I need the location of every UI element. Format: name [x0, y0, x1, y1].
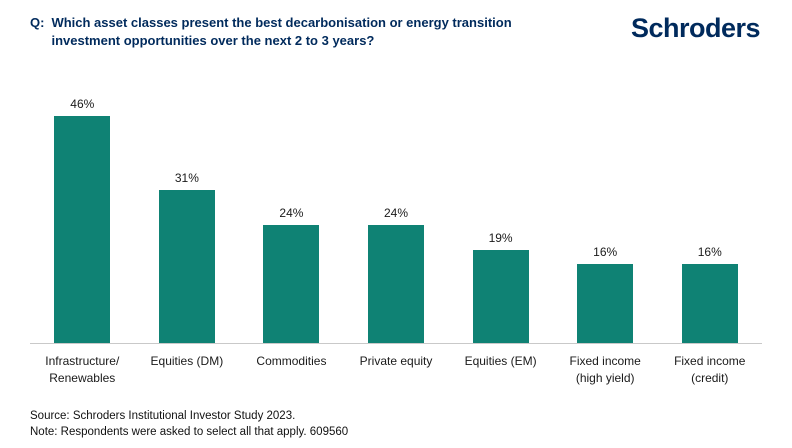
bar-value-label: 19% — [488, 230, 513, 245]
plot-area: 46% 31% 24% 24% 19% 16% 16% — [30, 96, 762, 345]
bar-column-6: 16% — [553, 96, 658, 344]
category-labels: Infrastructure/ Renewables Equities (DM) C… — [30, 344, 762, 385]
chart-question: Q: Which asset classes present the best … — [30, 14, 556, 50]
category-label-6: Fixed income (high yield) — [569, 354, 641, 385]
category-label-5: Equities (EM) — [464, 354, 537, 369]
bar-4 — [368, 224, 425, 344]
question-text: Which asset classes present the best dec… — [51, 15, 512, 49]
bar-value-label: 46% — [70, 97, 95, 112]
category-label-1: Infrastructure/ Renewables — [45, 354, 120, 385]
bar-column-3: 24% — [239, 96, 344, 344]
category-label-2: Equities (DM) — [150, 354, 224, 369]
bar-3 — [263, 224, 320, 344]
category-label-4: Private equity — [359, 354, 433, 369]
schroders-logo: Schroders — [630, 13, 761, 43]
source-note: Source: Schroders Institutional Investor… — [30, 409, 296, 422]
question-prefix: Q: — [30, 15, 45, 30]
bar-value-label: 24% — [384, 205, 409, 220]
bar-7 — [681, 264, 738, 344]
methodology-note: Note: Respondents were asked to select a… — [30, 426, 349, 439]
bar-6 — [577, 264, 634, 344]
footer: Source: Schroders Institutional Investor… — [30, 408, 762, 441]
bar-1 — [54, 116, 111, 344]
bar-column-2: 31% — [135, 96, 240, 344]
bar-value-label: 16% — [697, 245, 722, 260]
bar-column-5: 19% — [448, 96, 553, 344]
bar-value-label: 24% — [279, 205, 304, 220]
bar-value-label: 16% — [593, 245, 618, 260]
bar-column-7: 16% — [657, 96, 762, 344]
bar-column-4: 24% — [344, 96, 449, 344]
header: Q: Which asset classes present the best … — [30, 13, 762, 50]
bar-2 — [158, 190, 215, 344]
bar-chart: 46% 31% 24% 24% 19% 16% 16% Infrastructure/ Re… — [30, 96, 762, 385]
category-label-7: Fixed income (credit) — [674, 354, 746, 385]
category-label-3: Commodities — [256, 354, 327, 369]
bar-column-1: 46% — [30, 96, 135, 344]
bar-5 — [472, 249, 529, 344]
bar-value-label: 31% — [174, 171, 199, 186]
